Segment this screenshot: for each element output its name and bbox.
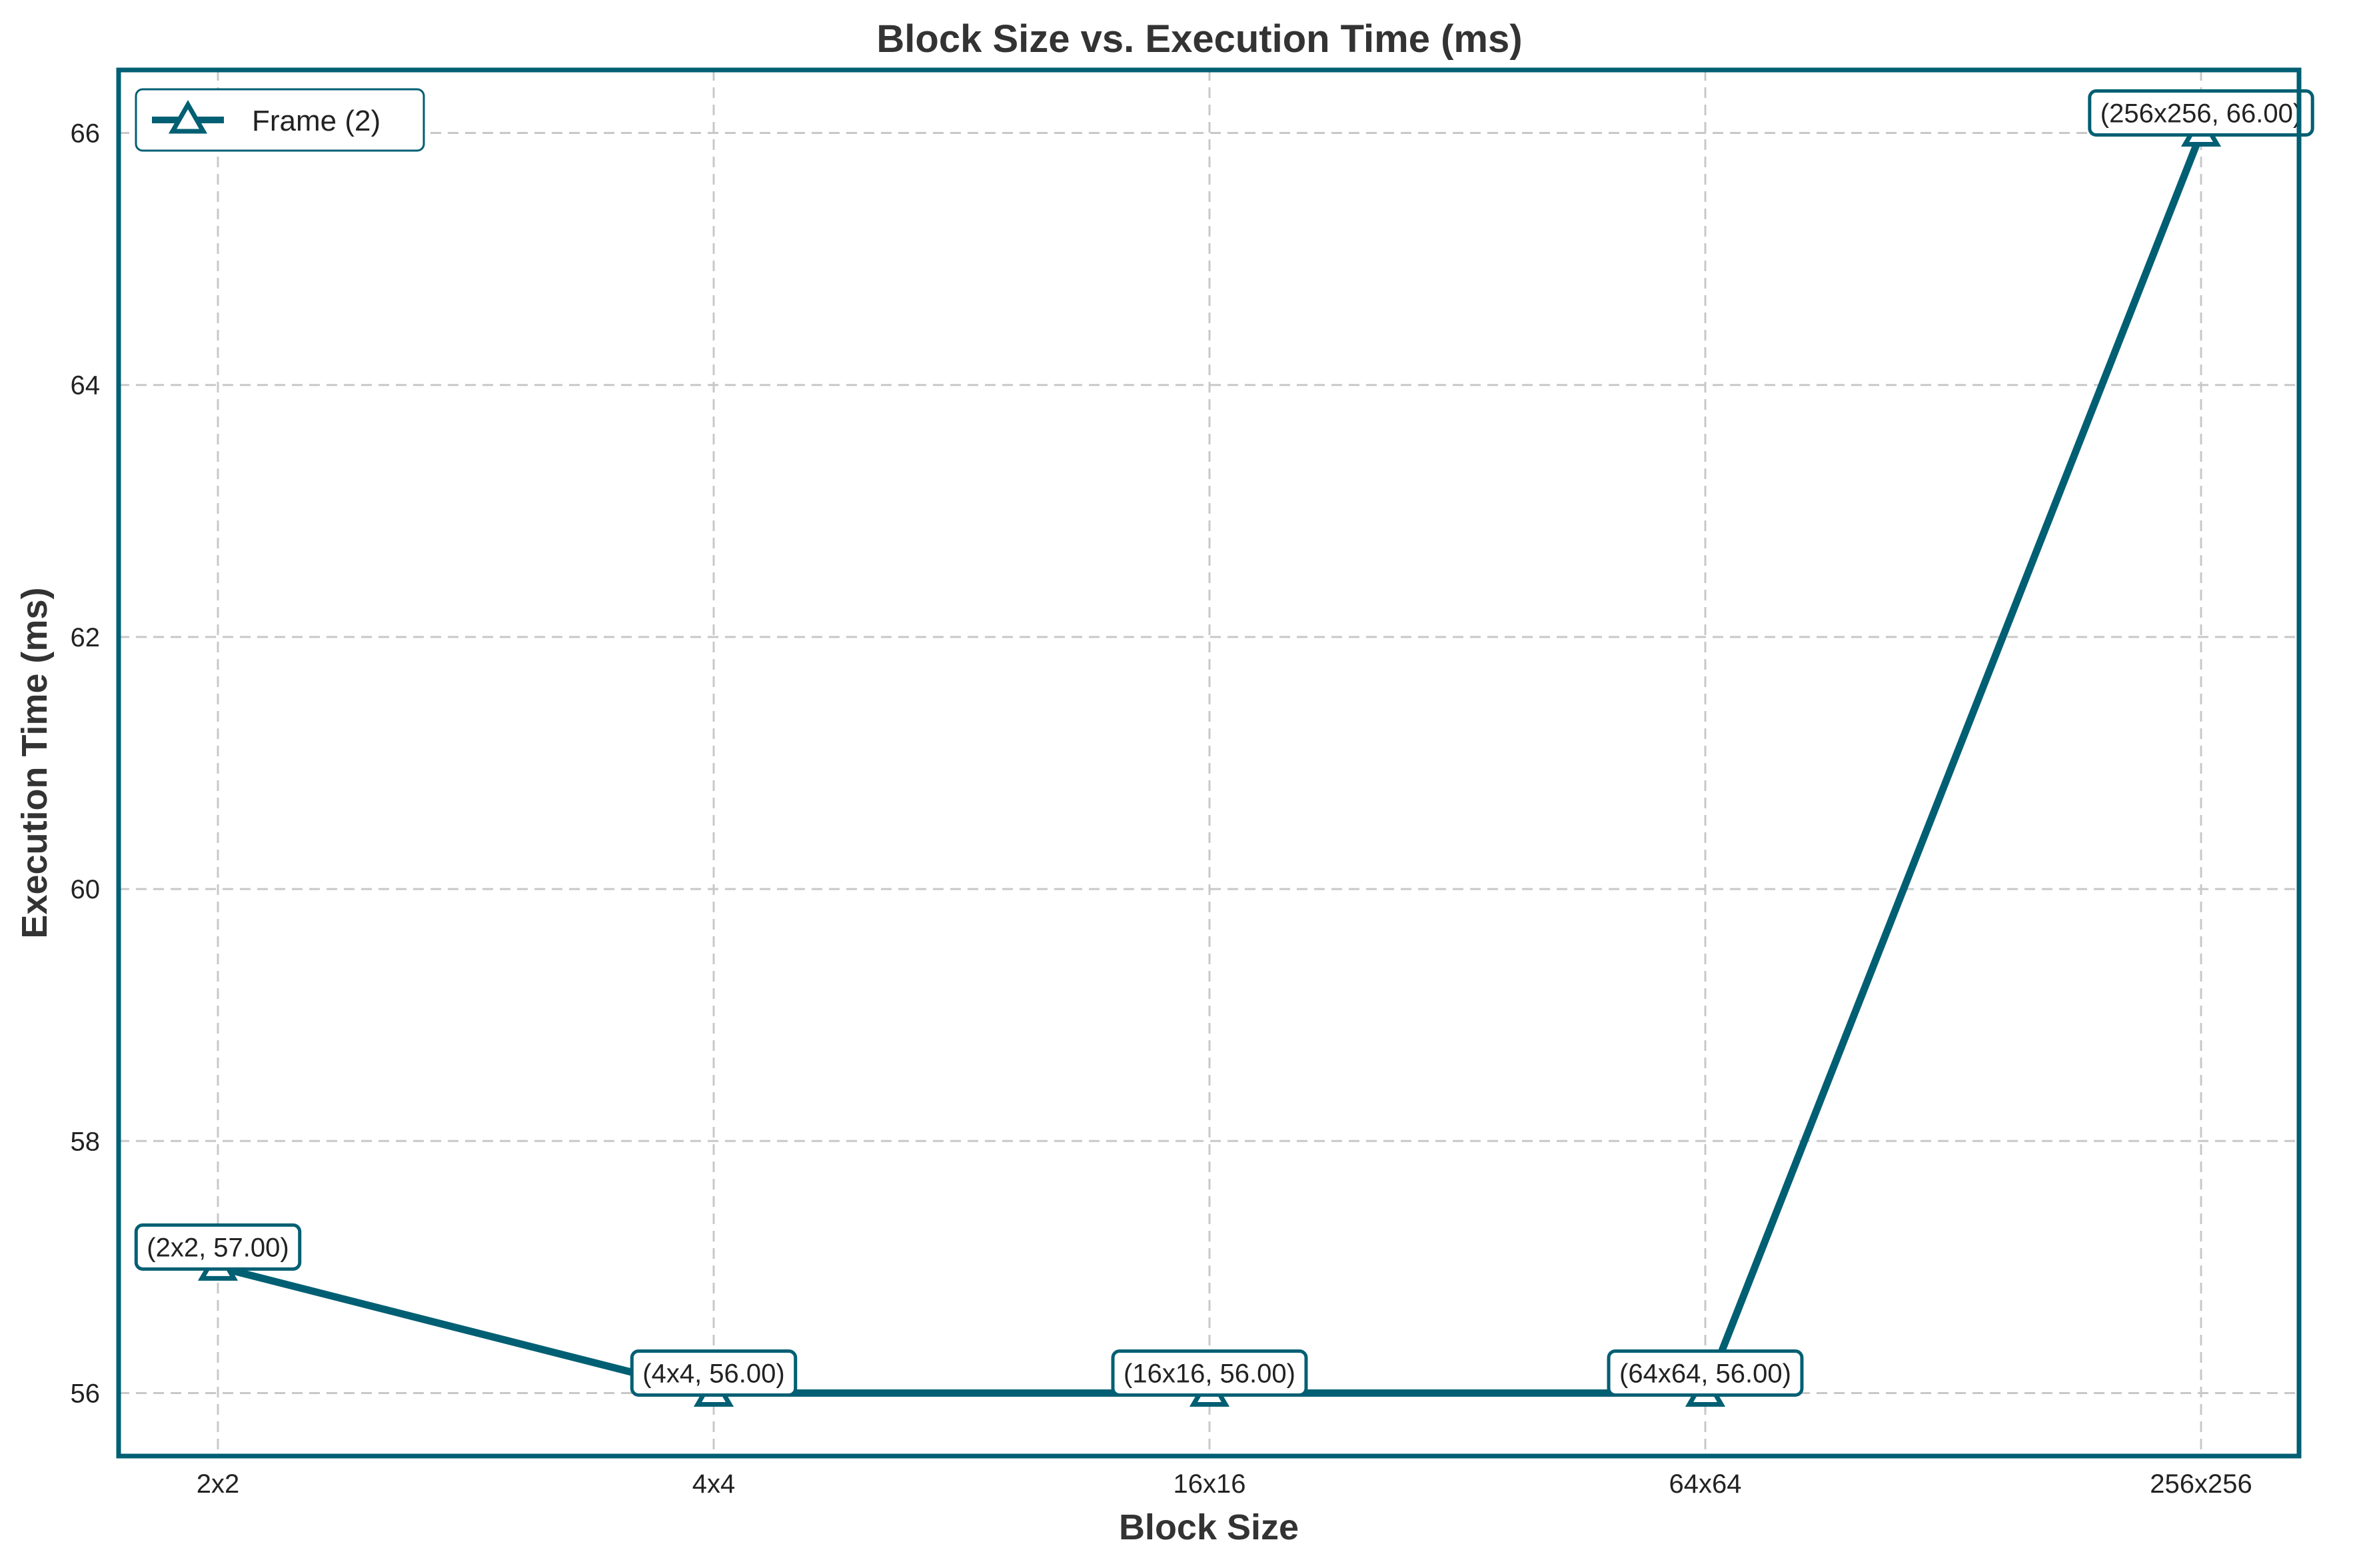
data-label-box (134, 1223, 302, 1271)
x-axis-label: Block Size (1119, 1507, 1299, 1547)
data-label: (16x16, 56.00) (1111, 1349, 1308, 1397)
data-label-box (630, 1349, 798, 1397)
plot-frame (116, 67, 2302, 1459)
legend: Frame (2) (135, 88, 425, 152)
legend-label: Frame (2) (252, 105, 381, 137)
y-tick-labels: 56 58 60 62 64 66 (71, 119, 101, 1409)
y-tick-label: 56 (71, 1379, 101, 1408)
y-tick-label: 60 (71, 875, 101, 904)
legend-box (135, 88, 425, 152)
data-label-box (2088, 89, 2314, 137)
data-label: (256x256, 66.00) (2088, 89, 2314, 137)
y-tick-label: 66 (71, 119, 101, 149)
y-tick-label: 64 (71, 371, 101, 400)
series-layer (197, 112, 2222, 1407)
x-tick-label: 2x2 (197, 1469, 240, 1499)
grid (119, 70, 2299, 1456)
y-tick-label: 62 (71, 623, 101, 652)
data-label-text: (4x4, 56.00) (642, 1359, 784, 1388)
x-tick-label: 16x16 (1174, 1469, 1246, 1499)
data-label-text: (2x2, 57.00) (147, 1233, 289, 1262)
chart-title: Block Size vs. Execution Time (ms) (876, 17, 1522, 61)
data-label: (4x4, 56.00) (630, 1349, 798, 1397)
x-tick-labels: 2x2 4x4 16x16 64x64 256x256 (197, 1469, 2252, 1499)
x-tick-label: 256x256 (2150, 1469, 2252, 1499)
data-label-box (1607, 1349, 1804, 1397)
legend-marker (168, 99, 208, 134)
data-label-box (1111, 1349, 1308, 1397)
data-label-text: (256x256, 66.00) (2100, 99, 2302, 129)
y-tick-label: 58 (71, 1127, 101, 1156)
data-label: (2x2, 57.00) (134, 1223, 302, 1271)
data-label-text: (64x64, 56.00) (1619, 1359, 1791, 1388)
y-axis-label: Execution Time (ms) (15, 587, 55, 938)
data-label-text: (16x16, 56.00) (1124, 1359, 1295, 1388)
data-label: (64x64, 56.00) (1607, 1349, 1804, 1397)
x-tick-label: 64x64 (1669, 1469, 1742, 1499)
x-tick-label: 4x4 (692, 1469, 736, 1499)
annotation-layer: (2x2, 57.00) (4x4, 56.00) (16x16, 56.00) (6… (134, 89, 2314, 1397)
